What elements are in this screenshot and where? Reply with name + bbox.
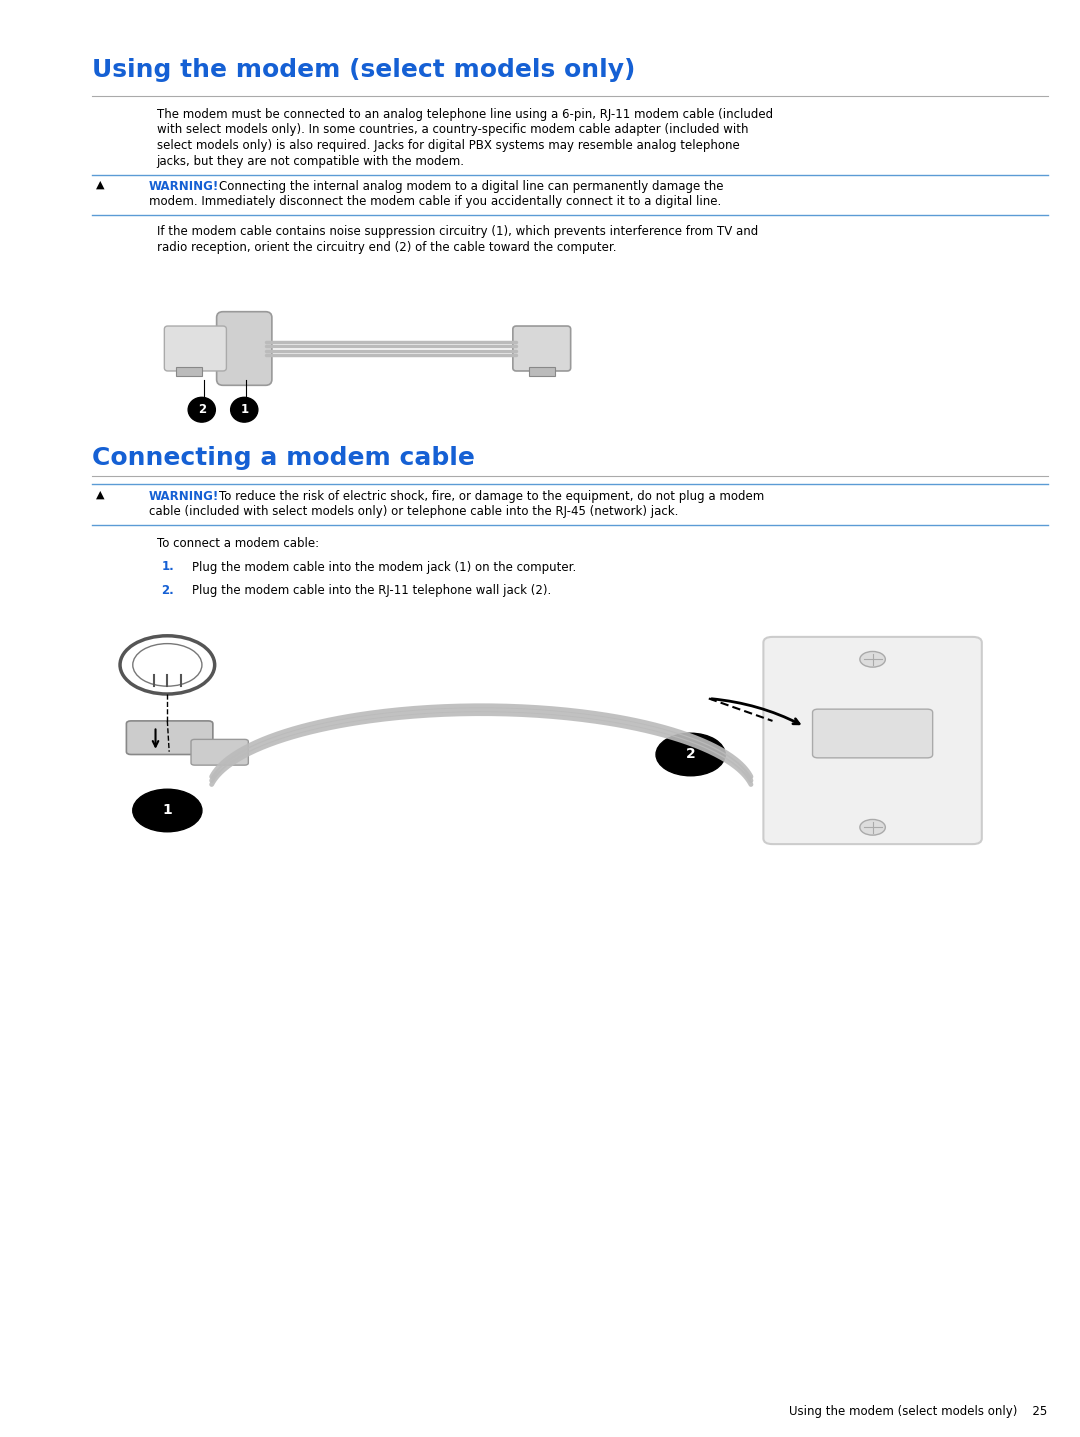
FancyBboxPatch shape [812, 708, 933, 757]
Text: 1: 1 [240, 404, 248, 417]
Text: Plug the modem cable into the modem jack (1) on the computer.: Plug the modem cable into the modem jack… [191, 560, 576, 573]
Text: To reduce the risk of electric shock, fire, or damage to the equipment, do not p: To reduce the risk of electric shock, fi… [218, 490, 764, 503]
FancyBboxPatch shape [217, 312, 272, 385]
Text: cable (included with select models only) or telephone cable into the RJ-45 (netw: cable (included with select models only)… [149, 506, 678, 519]
Text: WARNING!: WARNING! [149, 180, 219, 193]
Text: 2.: 2. [162, 583, 174, 596]
Text: jacks, but they are not compatible with the modem.: jacks, but they are not compatible with … [157, 155, 464, 168]
Text: ▲: ▲ [96, 180, 105, 190]
Text: 2: 2 [198, 404, 206, 417]
FancyBboxPatch shape [513, 326, 570, 371]
FancyBboxPatch shape [764, 637, 982, 844]
Text: 1.: 1. [162, 560, 174, 573]
Text: modem. Immediately disconnect the modem cable if you accidentally connect it to : modem. Immediately disconnect the modem … [149, 195, 720, 208]
Circle shape [860, 819, 886, 835]
Text: with select models only). In some countries, a country-specific modem cable adap: with select models only). In some countr… [157, 124, 748, 137]
Text: If the modem cable contains noise suppression circuitry (1), which prevents inte: If the modem cable contains noise suppre… [157, 226, 758, 239]
FancyBboxPatch shape [126, 721, 213, 754]
Text: The modem must be connected to an analog telephone line using a 6-pin, RJ-11 mod: The modem must be connected to an analog… [157, 108, 772, 121]
Circle shape [656, 733, 725, 776]
Text: 1: 1 [162, 803, 172, 818]
Text: Connecting the internal analog modem to a digital line can permanently damage th: Connecting the internal analog modem to … [218, 180, 724, 193]
FancyBboxPatch shape [191, 740, 248, 764]
Text: Connecting a modem cable: Connecting a modem cable [92, 445, 475, 470]
Circle shape [133, 789, 202, 832]
Text: radio reception, orient the circuitry end (2) of the cable toward the computer.: radio reception, orient the circuitry en… [157, 240, 616, 253]
Circle shape [231, 397, 258, 422]
Text: Using the modem (select models only)    25: Using the modem (select models only) 25 [789, 1405, 1048, 1418]
Circle shape [188, 397, 215, 422]
Text: select models only) is also required. Jacks for digital PBX systems may resemble: select models only) is also required. Ja… [157, 139, 740, 152]
FancyBboxPatch shape [164, 326, 227, 371]
Text: 2: 2 [686, 747, 696, 762]
Circle shape [860, 651, 886, 667]
Text: ▲: ▲ [96, 490, 105, 500]
Text: Plug the modem cable into the RJ-11 telephone wall jack (2).: Plug the modem cable into the RJ-11 tele… [191, 583, 551, 596]
Text: To connect a modem cable:: To connect a modem cable: [157, 537, 319, 550]
Text: Using the modem (select models only): Using the modem (select models only) [92, 57, 635, 82]
Text: WARNING!: WARNING! [149, 490, 219, 503]
Bar [529, 366, 554, 376]
Bar [176, 366, 202, 376]
